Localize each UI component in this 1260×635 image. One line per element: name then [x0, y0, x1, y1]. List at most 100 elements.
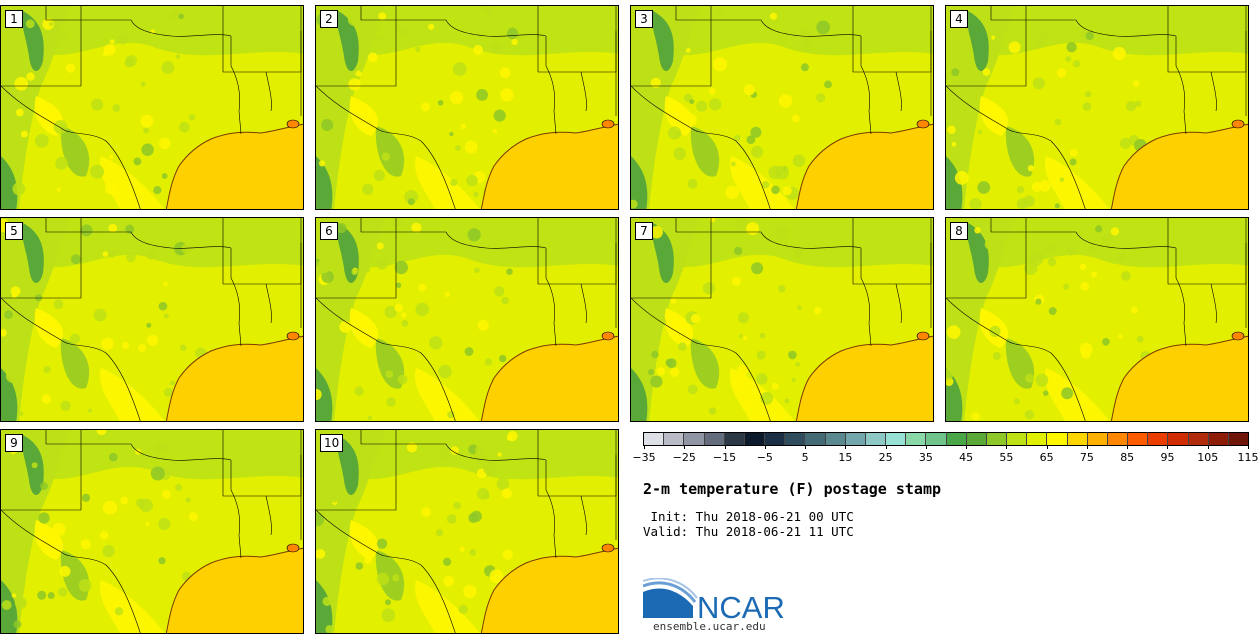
temperature-speckle: [347, 13, 361, 26]
state-border: [860, 36, 872, 135]
temperature-map: [316, 6, 618, 209]
temperature-speckle: [1032, 77, 1045, 90]
temperature-speckle: [138, 189, 145, 195]
colorbar-swatch: [946, 433, 967, 445]
temperature-speckle: [463, 584, 477, 599]
temperature-speckle: [361, 264, 371, 273]
state-border: [545, 248, 557, 347]
lake: [916, 119, 930, 129]
temperature-speckle: [449, 132, 454, 137]
temperature-speckle: [971, 412, 980, 421]
temperature-speckle: [687, 178, 698, 189]
temperature-speckle: [117, 33, 129, 45]
temperature-speckle: [476, 89, 488, 101]
temperature-speckle: [499, 354, 507, 363]
temperature-speckle: [499, 67, 511, 79]
temperature-speckle: [464, 140, 478, 154]
temperature-speckle: [684, 113, 697, 127]
temperature-speckle: [988, 257, 998, 266]
gulf-water: [795, 335, 933, 421]
temperature-speckle: [158, 557, 166, 565]
warm-region: [349, 520, 379, 560]
temperature-speckle: [69, 333, 81, 344]
temperature-speckle: [784, 398, 790, 404]
colorbar-swatch: [966, 433, 987, 445]
cold-region: [316, 580, 333, 633]
temperature-speckle: [1, 600, 12, 610]
temperature-speckle: [689, 99, 695, 105]
temperature-speckle: [977, 129, 983, 135]
state-border: [1, 85, 141, 209]
temperature-speckle: [31, 462, 38, 469]
temperature-speckle: [429, 336, 443, 350]
temperature-speckle: [453, 501, 461, 510]
temperature-speckle: [946, 369, 953, 381]
temperature-speckle: [800, 28, 813, 41]
temperature-speckle: [12, 182, 26, 196]
colorbar-tick: [1127, 445, 1129, 449]
temperature-speckle: [163, 387, 174, 397]
state-border: [230, 36, 242, 135]
temperature-speckle: [367, 415, 373, 420]
temperature-speckle: [708, 88, 716, 95]
temperature-speckle: [816, 93, 826, 103]
warm-region: [100, 580, 165, 633]
colorbar-tick-label: −35: [632, 451, 656, 464]
colorbar-swatch: [1027, 433, 1048, 445]
temperature-speckle: [1079, 263, 1087, 271]
valid-time: Valid: Thu 2018-06-21 11 UTC: [643, 524, 854, 539]
temperature-speckle: [492, 128, 498, 134]
warm-region: [415, 580, 480, 633]
temperature-speckle: [762, 181, 770, 189]
colorbar-swatch: [785, 433, 806, 445]
colorbar-swatch: [744, 433, 766, 445]
colorbar-tick-label: 25: [878, 451, 893, 464]
temperature-speckle: [38, 512, 50, 524]
ensemble-member-panel: 5: [0, 217, 304, 422]
temperature-speckle: [467, 228, 481, 242]
temperature-speckle: [411, 222, 422, 233]
temperature-speckle: [1121, 271, 1131, 281]
temperature-speckle: [469, 549, 477, 556]
temperature-speckle: [474, 267, 480, 273]
temperature-speckle: [163, 313, 169, 319]
temperature-speckle: [746, 399, 754, 407]
temperature-speckle: [81, 493, 91, 502]
temperature-speckle: [415, 46, 421, 52]
temperature-speckle: [1102, 338, 1110, 346]
temperature-speckle: [397, 374, 408, 385]
state-border: [946, 85, 1086, 209]
cool-region: [946, 6, 1248, 68]
state-border: [946, 297, 1086, 421]
member-number: 10: [320, 434, 344, 452]
temperature-speckle: [153, 186, 162, 195]
temperature-speckle: [37, 590, 47, 600]
temperature-speckle: [1016, 186, 1025, 194]
cold-region: [966, 223, 989, 284]
temperature-speckle: [686, 48, 691, 53]
state-border: [230, 248, 242, 347]
temperature-map: [1, 430, 303, 633]
ensemble-member-panel: 9: [0, 429, 304, 634]
cold-region: [946, 156, 963, 209]
temperature-speckle: [951, 68, 960, 77]
temperature-speckle: [373, 169, 385, 181]
temperature-speckle: [159, 137, 171, 150]
temperature-speckle: [1112, 46, 1126, 61]
temperature-speckle: [35, 133, 49, 148]
temperature-speckle: [385, 599, 391, 606]
temperature-speckle: [986, 6, 992, 10]
temperature-speckle: [104, 44, 116, 56]
temperature-speckle: [189, 512, 198, 522]
cool-region: [316, 430, 618, 492]
temperature-speckle: [450, 446, 459, 455]
colorbar-swatch: [906, 433, 927, 445]
temperature-speckle: [1036, 38, 1044, 47]
member-number: 1: [5, 10, 23, 28]
mountain-region: [946, 218, 1016, 421]
temperature-speckle: [124, 58, 134, 68]
cool-region: [1, 430, 303, 492]
temperature-speckle: [1024, 261, 1038, 275]
temperature-speckle: [743, 335, 748, 340]
cold-region: [1, 368, 18, 421]
